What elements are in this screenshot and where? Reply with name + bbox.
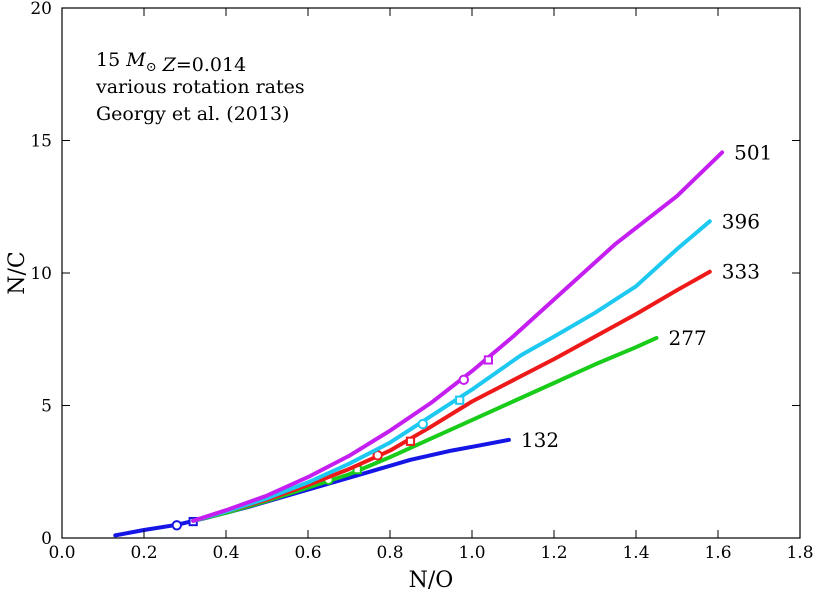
x-tick-label: 0.4 <box>212 543 239 563</box>
y-tick-label: 15 <box>30 132 52 152</box>
series-line-396 <box>191 219 712 523</box>
x-axis-title: N/O <box>409 568 454 593</box>
series-label-501: 501 <box>734 140 772 164</box>
annotation-box: 15 M⊙ Z=0.014 various rotation rates Geo… <box>95 49 305 125</box>
series-label-132: 132 <box>521 428 559 452</box>
annotation-segment: ⊙ <box>146 60 157 75</box>
y-tick-label: 10 <box>30 264 52 284</box>
series-396: 396 <box>191 209 760 523</box>
series-marker-circle <box>458 374 469 385</box>
y-tick-label: 0 <box>41 529 52 549</box>
annotation-segment: 15 <box>96 49 126 71</box>
annotation-segment: Z <box>162 54 177 76</box>
annotation-segment: Georgy et al. (2013) <box>96 103 289 125</box>
x-tick-label: 1.8 <box>786 543 813 563</box>
annotation-segment: =0.014 <box>176 54 246 76</box>
y-tick-label: 20 <box>30 0 52 19</box>
series-marker-square <box>483 355 493 365</box>
x-tick-label: 0.2 <box>130 543 157 563</box>
series-label-396: 396 <box>722 209 760 233</box>
y-axis-title: N/C <box>5 251 30 295</box>
series-label-333: 333 <box>722 260 760 284</box>
annotation-line: 15 M⊙ Z=0.014 <box>96 49 246 76</box>
x-tick-label: 1.4 <box>622 543 649 563</box>
series-501: 501 <box>191 140 772 523</box>
series-marker-square <box>455 395 465 405</box>
label-layer: 0.0 0.2 0.4 0.6 0.8 1.0 1.2 1.4 1.6 1.8 0 5 10 15 20 <box>30 0 813 563</box>
y-tick-label: 5 <box>41 397 52 417</box>
series-line-501 <box>191 150 725 523</box>
series-marker-square <box>405 436 416 446</box>
x-tick-label: 1.6 <box>704 543 731 563</box>
annotation-segment: M <box>125 49 146 71</box>
x-tick-label: 0.8 <box>376 543 403 563</box>
x-tick-label: 0.6 <box>294 543 321 563</box>
annotation-segment: various rotation rates <box>95 76 305 98</box>
series-marker-circle <box>171 520 183 531</box>
tick-layer <box>61 7 801 539</box>
x-tick-label: 1.2 <box>540 543 567 563</box>
annotation-line: Georgy et al. (2013) <box>96 103 289 125</box>
series-layer: 132 277 333 396 501 <box>113 140 772 538</box>
series-marker-circle <box>417 418 428 430</box>
x-tick-label: 1.0 <box>458 543 485 563</box>
series-label-277: 277 <box>669 326 707 350</box>
x-tick-label: 0.0 <box>48 543 75 563</box>
annotation-line: various rotation rates <box>95 76 305 98</box>
